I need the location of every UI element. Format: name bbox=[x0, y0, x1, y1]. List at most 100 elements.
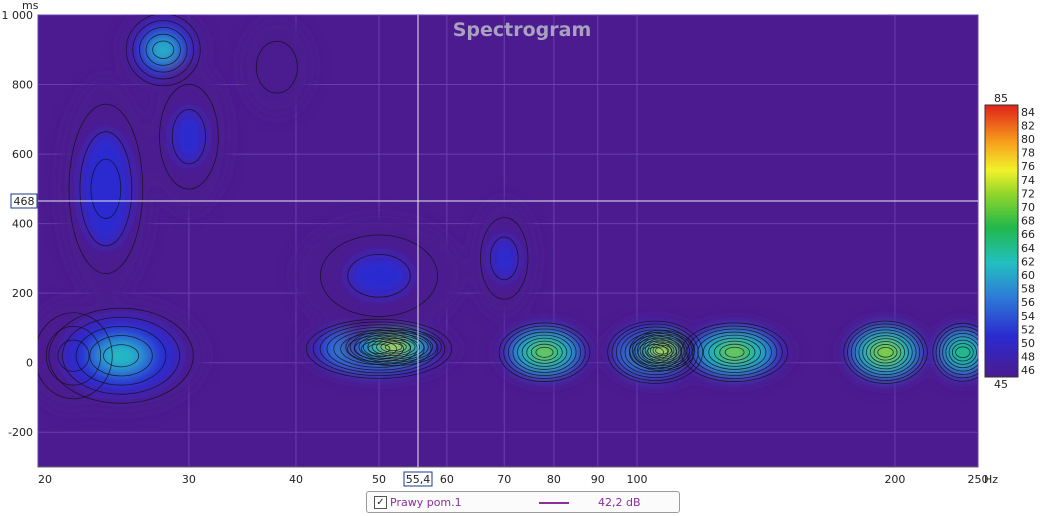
y-axis-unit: ms bbox=[22, 0, 39, 12]
y-tick-label: 800 bbox=[12, 79, 33, 92]
contour-line bbox=[384, 342, 403, 352]
contour-line bbox=[503, 325, 586, 379]
colorbar-label: 66 bbox=[1021, 228, 1035, 241]
colorbar-label: 60 bbox=[1021, 269, 1035, 282]
contour-line bbox=[639, 336, 685, 365]
energy-blob bbox=[152, 40, 174, 59]
contour-line bbox=[951, 343, 974, 362]
contour-line bbox=[932, 322, 978, 382]
contour-line bbox=[702, 334, 767, 370]
contour-line bbox=[305, 318, 453, 379]
contour-line bbox=[935, 326, 978, 379]
x-tick-label: 100 bbox=[626, 473, 647, 486]
colorbar bbox=[984, 104, 1019, 378]
colorbar-label: 68 bbox=[1021, 215, 1035, 228]
contour-line bbox=[629, 329, 695, 372]
contour-line bbox=[367, 336, 420, 358]
contour-line bbox=[655, 346, 670, 355]
contour-line bbox=[850, 326, 921, 378]
contour-line bbox=[326, 327, 432, 371]
legend: ✓ Prawy pom.1 42,2 dB bbox=[366, 491, 680, 513]
energy-blob bbox=[385, 343, 402, 351]
colorbar-label: 58 bbox=[1021, 283, 1035, 296]
energy-blob bbox=[256, 41, 298, 94]
contour-line bbox=[708, 337, 761, 367]
contour-line bbox=[615, 326, 695, 378]
y-tick-label: 1 000 bbox=[2, 9, 34, 22]
energy-blob bbox=[877, 347, 894, 358]
energy-blob bbox=[955, 346, 971, 358]
cursor-crosshair[interactable] bbox=[38, 15, 978, 467]
contour-line bbox=[634, 333, 690, 368]
y-tick-label: -200 bbox=[8, 426, 33, 439]
legend-checkbox[interactable]: ✓ bbox=[374, 496, 387, 509]
cursor-y-readout: 468 bbox=[10, 193, 38, 209]
contour-line bbox=[480, 217, 529, 300]
contour-line bbox=[376, 339, 412, 355]
contour-line bbox=[858, 332, 913, 373]
contour-line bbox=[938, 329, 978, 375]
contour-line bbox=[349, 329, 438, 365]
contour-line bbox=[862, 335, 909, 370]
legend-line-swatch bbox=[539, 502, 569, 504]
contour-line bbox=[507, 328, 582, 376]
energy-blob bbox=[490, 237, 519, 280]
contour-line bbox=[854, 329, 917, 376]
contour-line bbox=[631, 331, 693, 370]
contour-line bbox=[138, 26, 188, 73]
contour-line bbox=[79, 131, 133, 247]
colorbar-label: 72 bbox=[1021, 187, 1035, 200]
energy-blob bbox=[725, 347, 745, 358]
contour-lines bbox=[38, 15, 978, 404]
contour-line bbox=[360, 340, 398, 357]
colorbar-label: 85 bbox=[994, 92, 1008, 105]
colorbar-labels: 85 84828078767472706866646260585654525048… bbox=[994, 92, 1035, 391]
energy-blob bbox=[172, 109, 206, 164]
colorbar-label: 74 bbox=[1021, 174, 1035, 187]
x-tick-label: 200 bbox=[884, 473, 905, 486]
contour-line bbox=[847, 323, 924, 381]
y-tick-label: 400 bbox=[12, 218, 33, 231]
contour-line bbox=[45, 325, 102, 386]
chart-title: Spectrogram bbox=[453, 19, 592, 41]
colorbar-label: 50 bbox=[1021, 337, 1035, 350]
contour-line bbox=[681, 322, 789, 382]
contour-line bbox=[103, 344, 140, 368]
energy-blob bbox=[347, 254, 411, 298]
contour-line bbox=[320, 234, 438, 317]
x-tick-label: 80 bbox=[547, 473, 561, 486]
colorbar-label: 62 bbox=[1021, 255, 1035, 268]
cursor-x-readout: 55,4 bbox=[403, 471, 433, 487]
contour-line bbox=[48, 307, 194, 404]
colorbar-label: 76 bbox=[1021, 160, 1035, 173]
contour-line bbox=[354, 331, 434, 363]
colorbar-label: 46 bbox=[1021, 364, 1035, 377]
contour-line bbox=[319, 324, 439, 374]
x-tick-label: 250 bbox=[968, 473, 989, 486]
contour-line bbox=[607, 320, 704, 384]
contour-line bbox=[713, 340, 756, 364]
colorbar-label: 70 bbox=[1021, 201, 1035, 214]
x-tick-label: 20 bbox=[38, 473, 52, 486]
colorbar-label: 82 bbox=[1021, 119, 1035, 132]
energy-blob bbox=[90, 159, 121, 219]
y-tick-label: 0 bbox=[26, 357, 33, 370]
contour-line bbox=[90, 158, 122, 219]
contour-line bbox=[57, 339, 90, 372]
legend-series-name: Prawy pom.1 bbox=[390, 496, 462, 509]
contour-line bbox=[719, 343, 750, 361]
colorbar-label: 64 bbox=[1021, 242, 1035, 255]
contour-line bbox=[955, 346, 971, 359]
contour-line bbox=[942, 333, 978, 372]
colorbar-label: 48 bbox=[1021, 351, 1035, 364]
contour-line bbox=[526, 340, 563, 364]
colorbar-label: 54 bbox=[1021, 310, 1035, 323]
contour-line bbox=[945, 336, 978, 369]
x-axis-ticks: 20 30 40 50 60 70 80 90 100 200 250 bbox=[38, 473, 989, 486]
x-tick-label: 40 bbox=[289, 473, 303, 486]
contour-line bbox=[644, 339, 680, 362]
contour-line bbox=[362, 334, 425, 360]
energy-blob bbox=[535, 347, 554, 358]
contour-line bbox=[358, 333, 429, 362]
